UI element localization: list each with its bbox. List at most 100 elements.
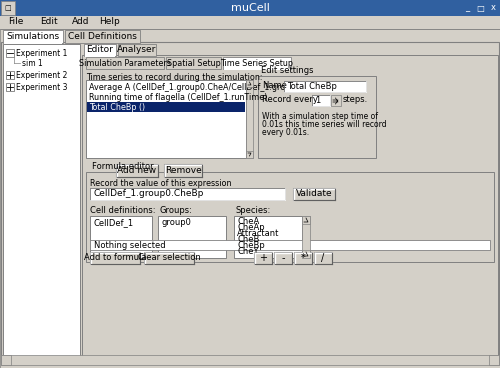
Text: *: * — [300, 253, 306, 263]
Text: CellDef_1.group0.CheBp: CellDef_1.group0.CheBp — [93, 190, 204, 198]
Bar — [0, 16, 500, 29]
Bar — [90, 188, 285, 200]
Bar — [87, 102, 245, 112]
Bar — [284, 81, 366, 92]
Text: Experiment 2: Experiment 2 — [16, 71, 68, 79]
Bar — [302, 250, 310, 258]
Text: Clear selection: Clear selection — [138, 254, 200, 262]
Bar — [4, 42, 62, 44]
Text: Total CheBp: Total CheBp — [287, 82, 337, 91]
Text: Attractant: Attractant — [237, 229, 280, 237]
Bar — [1, 1, 15, 15]
Bar — [0, 0, 500, 16]
Bar — [82, 55, 498, 360]
Text: Record every: Record every — [262, 96, 318, 105]
Bar — [258, 76, 376, 158]
Text: Time Series Setup: Time Series Setup — [220, 59, 294, 67]
Bar — [86, 172, 494, 262]
Text: sim 1: sim 1 — [22, 59, 43, 67]
Text: Total CheBp (): Total CheBp () — [89, 103, 145, 112]
Text: 0.01s this time series will record: 0.01s this time series will record — [262, 120, 386, 129]
Text: Average A (CellDef_1.group0.CheA/CellDef_1.gro: Average A (CellDef_1.group0.CheA/CellDef… — [89, 82, 285, 92]
Text: 1: 1 — [315, 96, 320, 105]
Text: CheA: CheA — [237, 216, 259, 226]
Text: +: + — [259, 253, 267, 263]
Bar — [246, 80, 253, 87]
Text: CheAp: CheAp — [237, 223, 264, 231]
Bar — [314, 252, 332, 264]
Text: Nothing selected: Nothing selected — [94, 241, 166, 250]
Bar — [246, 151, 253, 158]
Bar — [224, 68, 290, 70]
Text: Help: Help — [99, 18, 120, 26]
Text: Analyser: Analyser — [118, 46, 156, 54]
Text: With a simulation step time of: With a simulation step time of — [262, 112, 378, 121]
Bar — [234, 216, 302, 258]
Bar — [90, 240, 490, 250]
Text: steps.: steps. — [343, 96, 368, 105]
Bar — [84, 68, 496, 358]
Text: /: / — [322, 253, 324, 263]
Bar — [166, 57, 221, 69]
Bar — [84, 44, 116, 56]
Text: Cell Definitions: Cell Definitions — [68, 32, 137, 41]
Text: □: □ — [4, 5, 12, 11]
Bar — [293, 188, 335, 200]
Bar — [489, 355, 499, 365]
Text: Time series to record during the simulation:: Time series to record during the simulat… — [86, 73, 262, 82]
Bar — [144, 252, 194, 264]
Text: muCell: muCell — [230, 3, 270, 13]
Bar — [254, 252, 272, 264]
Bar — [274, 252, 292, 264]
Bar — [3, 44, 80, 360]
Text: CheBp: CheBp — [237, 241, 265, 250]
Bar — [118, 44, 156, 56]
Text: Add new: Add new — [118, 166, 156, 175]
Text: Formula editor: Formula editor — [92, 162, 154, 171]
Text: Experiment 3: Experiment 3 — [16, 82, 68, 92]
Text: Simulations: Simulations — [6, 32, 60, 41]
Text: Remove: Remove — [164, 166, 202, 175]
Text: CheY: CheY — [237, 247, 258, 255]
Bar — [6, 71, 14, 79]
Bar — [246, 80, 253, 158]
Text: Edit settings: Edit settings — [261, 66, 314, 75]
Text: every 0.01s.: every 0.01s. — [262, 128, 309, 137]
Bar — [1, 355, 11, 365]
Text: Groups:: Groups: — [160, 206, 193, 215]
Text: Edit: Edit — [40, 18, 58, 26]
Bar — [90, 216, 152, 258]
Bar — [1, 355, 499, 365]
Bar — [65, 30, 140, 43]
Text: Name: Name — [262, 81, 287, 91]
Bar — [86, 57, 164, 69]
Text: x: x — [490, 4, 496, 13]
Bar — [302, 216, 310, 258]
Text: Spatial Setup: Spatial Setup — [166, 59, 220, 67]
Text: Species:: Species: — [236, 206, 271, 215]
Bar — [86, 80, 246, 158]
Bar — [223, 57, 291, 69]
Bar — [116, 164, 158, 177]
Text: -: - — [281, 253, 285, 263]
Text: Validate: Validate — [296, 190, 333, 198]
Bar — [312, 95, 330, 106]
Bar — [331, 95, 341, 106]
Bar — [158, 216, 226, 258]
Text: Running time of flagella (CellDef_1.runTime): Running time of flagella (CellDef_1.runT… — [89, 92, 268, 102]
Text: Add: Add — [72, 18, 90, 26]
Bar — [302, 216, 310, 224]
Bar — [3, 30, 63, 43]
Bar — [85, 56, 115, 57]
Bar — [90, 252, 140, 264]
Bar — [0, 0, 500, 8]
Text: CellDef_1: CellDef_1 — [93, 218, 133, 227]
Text: Editor: Editor — [86, 46, 114, 54]
Text: Cell definitions:: Cell definitions: — [90, 206, 156, 215]
Text: Add to formula: Add to formula — [84, 254, 146, 262]
Text: _: _ — [465, 4, 469, 13]
Bar — [294, 252, 312, 264]
Bar — [0, 0, 500, 16]
Text: CheB: CheB — [237, 234, 260, 244]
Text: group0: group0 — [161, 218, 191, 227]
